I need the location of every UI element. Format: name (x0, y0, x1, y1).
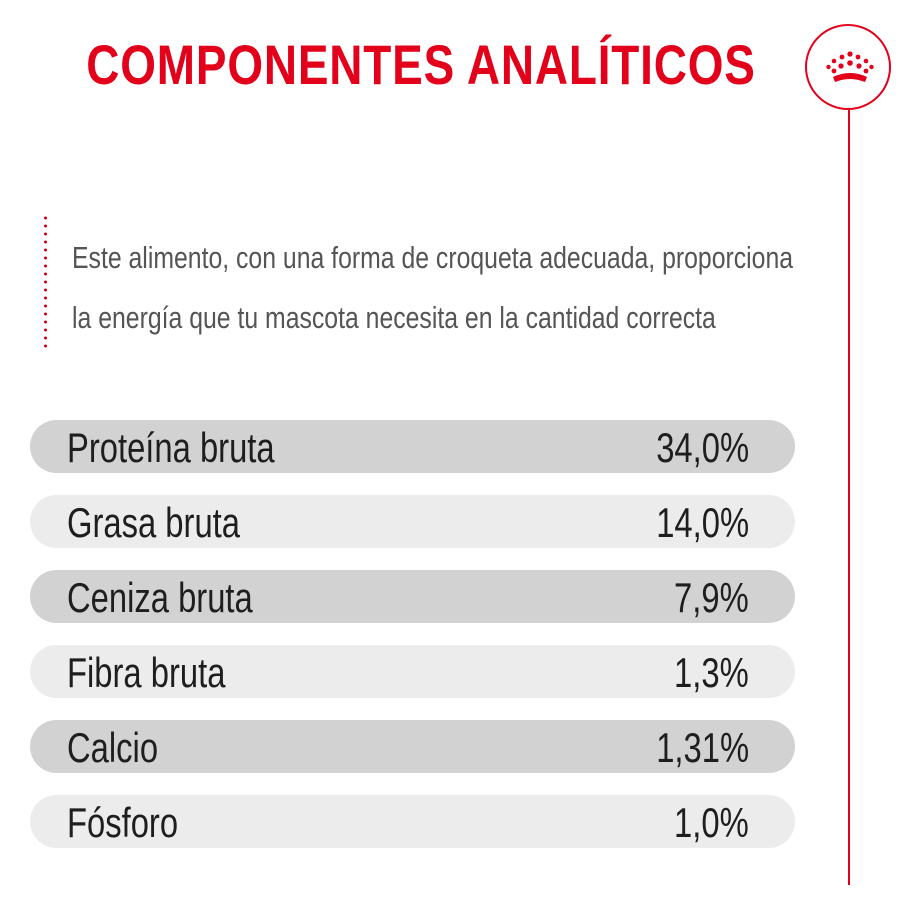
component-value: 34,0% (656, 424, 749, 471)
brand-logo (805, 24, 891, 110)
component-name: Fósforo (67, 799, 179, 846)
decorative-vertical-line (848, 110, 850, 885)
component-value: 1,3% (674, 649, 749, 696)
analytical-components-table: Proteína bruta 34,0% Grasa bruta 14,0% C… (30, 420, 795, 870)
table-row: Calcio 1,31% (30, 720, 795, 773)
component-value: 7,9% (674, 574, 749, 621)
component-name: Grasa bruta (67, 499, 240, 546)
table-row: Ceniza bruta 7,9% (30, 570, 795, 623)
table-row: Grasa bruta 14,0% (30, 495, 795, 548)
description-line-1: Este alimento, con una forma de croqueta… (72, 240, 794, 275)
description: Este alimento, con una forma de croqueta… (72, 228, 832, 348)
description-line-2: la energía que tu mascota necesita en la… (72, 300, 716, 335)
component-name: Calcio (67, 724, 159, 771)
table-row: Fibra bruta 1,3% (30, 645, 795, 698)
component-name: Fibra bruta (67, 649, 226, 696)
component-name: Ceniza bruta (67, 574, 253, 621)
page-title: COMPONENTES ANALÍTICOS (86, 33, 756, 96)
component-value: 14,0% (656, 499, 749, 546)
component-value: 1,0% (674, 799, 749, 846)
crown-icon (826, 51, 874, 82)
decorative-dotted-line (44, 214, 47, 348)
component-value: 1,31% (656, 724, 749, 771)
table-row: Fósforo 1,0% (30, 795, 795, 848)
table-row: Proteína bruta 34,0% (30, 420, 795, 473)
component-name: Proteína bruta (67, 424, 275, 471)
